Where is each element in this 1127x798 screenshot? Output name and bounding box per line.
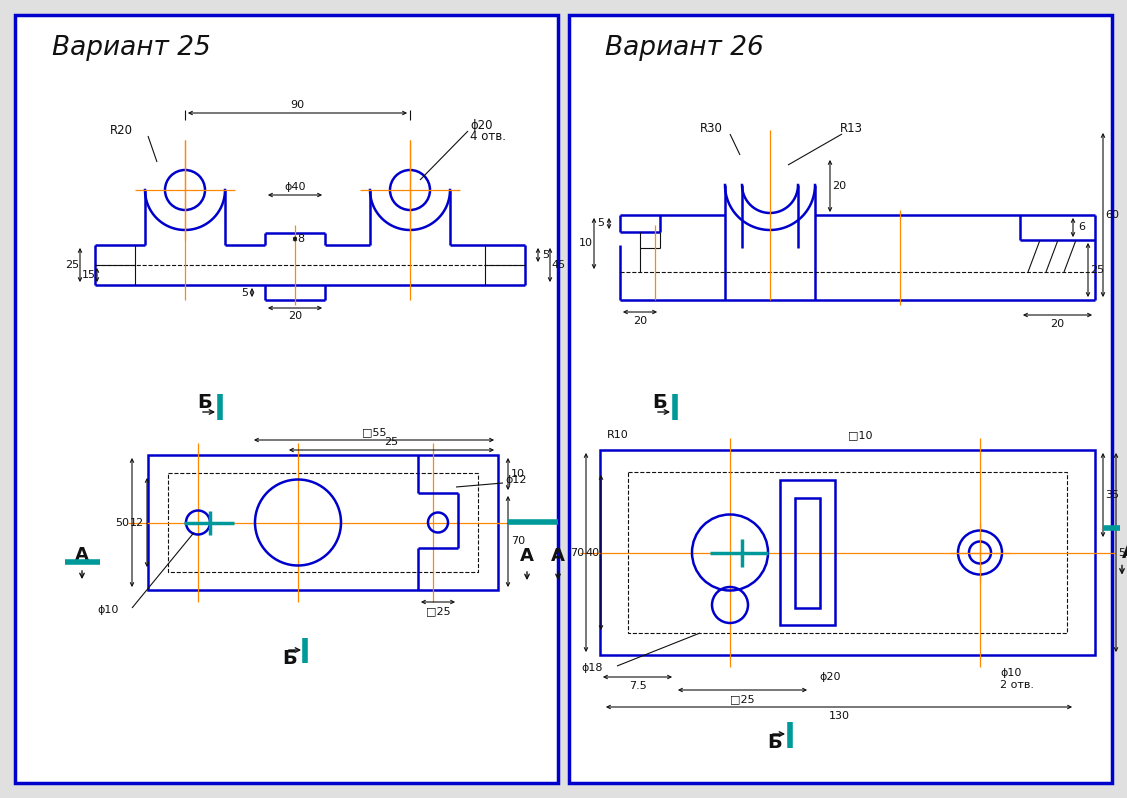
Text: □10: □10 xyxy=(848,430,872,440)
Text: A: A xyxy=(76,546,89,564)
Text: ϕ12: ϕ12 xyxy=(505,475,526,485)
Text: ϕ10: ϕ10 xyxy=(97,605,118,615)
Text: 10: 10 xyxy=(511,469,525,479)
Text: 70: 70 xyxy=(570,547,584,558)
Text: 15: 15 xyxy=(82,270,96,280)
Text: 5: 5 xyxy=(542,250,550,260)
Text: 8: 8 xyxy=(298,234,304,244)
Text: A: A xyxy=(520,547,534,565)
Text: 35: 35 xyxy=(1104,490,1119,500)
Text: 6: 6 xyxy=(1079,223,1085,232)
Text: Вариант 26: Вариант 26 xyxy=(605,35,764,61)
Text: 45: 45 xyxy=(551,260,565,270)
Text: 25: 25 xyxy=(384,437,399,447)
Bar xyxy=(795,498,820,608)
Text: 20: 20 xyxy=(832,181,846,191)
Bar xyxy=(780,480,835,625)
Bar xyxy=(148,455,498,590)
Text: 55: 55 xyxy=(1118,547,1127,558)
Text: R30: R30 xyxy=(700,121,722,135)
Text: 60: 60 xyxy=(1104,210,1119,220)
Text: ϕ20: ϕ20 xyxy=(470,118,492,132)
Text: 20: 20 xyxy=(633,316,647,326)
Text: 25: 25 xyxy=(1090,265,1104,275)
Text: ϕ20: ϕ20 xyxy=(819,672,841,682)
Bar xyxy=(600,450,1095,655)
Text: Б: Б xyxy=(197,393,212,413)
Bar xyxy=(628,472,1067,633)
Text: ϕ40: ϕ40 xyxy=(284,182,305,192)
Text: □25: □25 xyxy=(426,606,451,616)
Text: Вариант 25: Вариант 25 xyxy=(52,35,211,61)
Text: 130: 130 xyxy=(828,711,850,721)
Text: 90: 90 xyxy=(291,100,304,110)
Text: A: A xyxy=(551,547,565,565)
Text: A: A xyxy=(1122,543,1127,562)
Bar xyxy=(168,473,478,572)
Text: ϕ18: ϕ18 xyxy=(582,663,603,673)
Text: 12: 12 xyxy=(130,517,144,527)
Text: 40: 40 xyxy=(585,547,600,558)
Text: 5: 5 xyxy=(597,219,604,228)
Text: 20: 20 xyxy=(287,311,302,321)
Text: 10: 10 xyxy=(579,239,593,248)
Bar xyxy=(15,15,558,783)
Text: 50: 50 xyxy=(115,517,128,527)
Text: Б: Б xyxy=(283,649,298,667)
Text: 25: 25 xyxy=(65,260,79,270)
Text: R20: R20 xyxy=(110,124,133,136)
Text: R13: R13 xyxy=(840,121,863,135)
Text: Б: Б xyxy=(767,733,782,752)
Text: □55: □55 xyxy=(362,427,387,437)
Text: □25: □25 xyxy=(730,694,755,704)
Text: 70: 70 xyxy=(511,536,525,547)
Text: R10: R10 xyxy=(607,430,629,440)
Text: 20: 20 xyxy=(1050,319,1065,329)
Text: ϕ10: ϕ10 xyxy=(1000,668,1021,678)
Text: Б: Б xyxy=(653,393,667,413)
Text: 2 отв.: 2 отв. xyxy=(1000,680,1033,690)
Text: 7.5: 7.5 xyxy=(629,681,647,691)
Text: 4 отв.: 4 отв. xyxy=(470,131,506,144)
Text: 5: 5 xyxy=(241,287,248,298)
Bar xyxy=(569,15,1112,783)
